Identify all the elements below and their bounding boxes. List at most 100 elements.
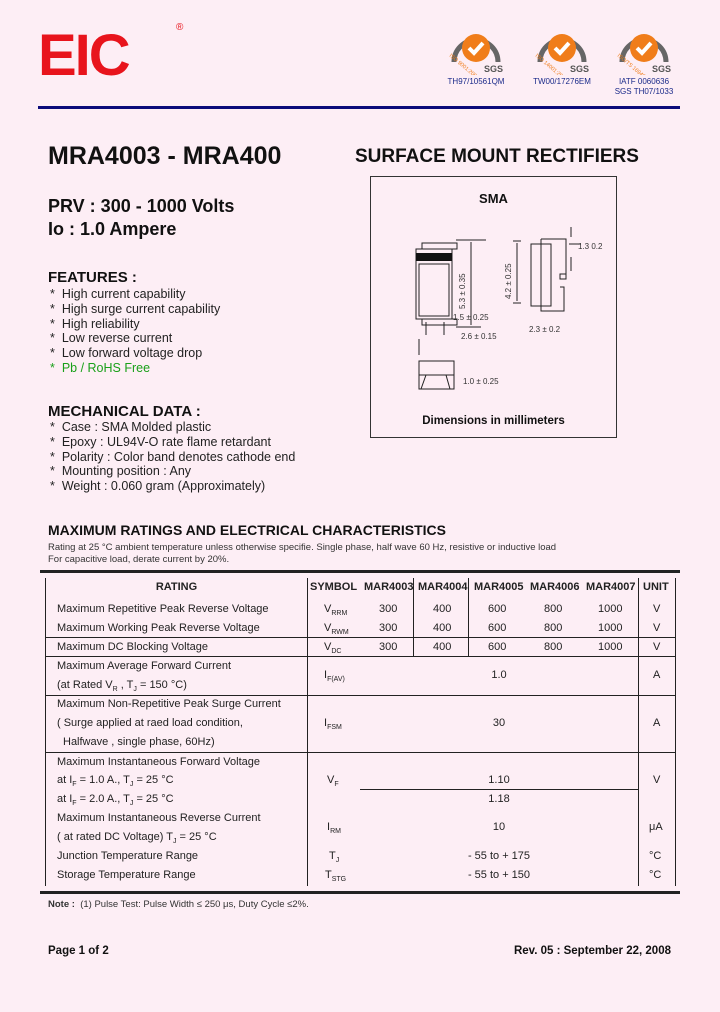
table-rule: [40, 570, 680, 573]
cert-brand: SGS: [570, 64, 589, 74]
cell: Maximum Non-Repetitive Peak Surge Curren…: [57, 698, 281, 710]
cell: 1000: [598, 622, 623, 634]
cell: Maximum DC Blocking Voltage: [57, 641, 209, 653]
eic-logo: EIC: [38, 23, 131, 88]
cell: Maximum Instantaneous Forward Voltage: [57, 756, 260, 768]
cell-unit: °C: [649, 869, 662, 881]
list-item: * Pb / RoHS Free: [50, 360, 151, 375]
cell-unit: °C: [649, 850, 662, 862]
cell-symbol: IRM: [327, 821, 341, 836]
col-mar4007: MAR4007: [586, 581, 636, 593]
cell: Maximum Working Peak Reverse Voltage: [57, 622, 260, 634]
col-symbol: SYMBOL: [310, 581, 358, 593]
page-title: MRA4003 - MRA400: [48, 142, 282, 170]
package-drawing: SMA 5.3 ± 0.35 4.2 ± 0.25 1.3 0.2 1.5 ± …: [370, 176, 617, 438]
list-item: * Mounting position : Any: [50, 464, 192, 479]
table-border: [360, 789, 638, 790]
dim-label: 4.2 ± 0.25: [504, 263, 513, 299]
footnote: Note : (1) Pulse Test: Pulse Width ≤ 250…: [48, 899, 309, 910]
cell: 1000: [598, 603, 623, 615]
table-border: [45, 637, 675, 638]
cell-unit: A: [653, 669, 661, 681]
cert-code-2: SGS TH07/1033: [614, 87, 674, 96]
table-border: [638, 578, 639, 886]
cell-unit: V: [653, 641, 661, 653]
cell: Maximum Repetitive Peak Reverse Voltage: [57, 603, 269, 615]
dim-label: 1.3 0.2: [578, 242, 603, 251]
cell: 800: [544, 622, 563, 634]
features-list: * High current capability * High surge c…: [50, 287, 220, 376]
cell: at IF = 1.0 A., TJ = 25 °C: [57, 774, 174, 789]
cert-brand: SGS: [652, 64, 671, 74]
registered-mark: ®: [176, 22, 184, 33]
ratings-note-2: For capacitive load, derate current by 2…: [48, 554, 230, 565]
cell: 600: [488, 622, 507, 634]
io-rating: Io : 1.0 Ampere: [48, 219, 177, 239]
table-border: [45, 695, 675, 696]
cell-symbol: IF(AV): [324, 669, 345, 684]
cell: (at Rated VR , TJ = 150 °C): [57, 679, 187, 694]
cell-symbol: IFSM: [324, 717, 342, 732]
list-item: * Polarity : Color band denotes cathode …: [50, 449, 296, 464]
cell: 10: [492, 821, 506, 833]
dim-label: 1.0 ± 0.25: [463, 377, 499, 386]
table-border: [45, 656, 675, 657]
cell: 600: [488, 603, 507, 615]
cell: 800: [544, 641, 563, 653]
cert-code: TW00/17276EM: [533, 77, 591, 86]
col-unit: UNIT: [643, 581, 669, 593]
cell: Maximum Instantaneous Reverse Current: [57, 812, 261, 824]
page-subtitle: SURFACE MOUNT RECTIFIERS: [355, 146, 639, 167]
table-rule: [40, 891, 680, 894]
cert-code: IATF 0060636: [618, 77, 670, 86]
cell-symbol: VF: [327, 774, 339, 789]
dim-label: 2.3 ± 0.2: [529, 325, 561, 334]
cell: ( at rated DC Voltage) TJ = 25 °C: [57, 831, 217, 846]
cell: Halfwave , single phase, 60Hz): [63, 736, 215, 748]
cell-unit: V: [653, 622, 661, 634]
cell-unit: A: [653, 717, 661, 729]
list-item: * High reliability: [50, 316, 140, 331]
dim-label: 1.5 ± 0.25: [453, 313, 489, 322]
table-border: [675, 578, 676, 886]
table-border: [307, 578, 308, 886]
cert-code: TH97/10561QM: [447, 77, 505, 86]
ratings-heading: MAXIMUM RATINGS AND ELECTRICAL CHARACTER…: [48, 522, 446, 538]
list-item: * Weight : 0.060 gram (Approximately): [50, 479, 266, 494]
header-rule: [38, 106, 680, 109]
cert-brand: SGS: [484, 64, 503, 74]
cell: 300: [379, 641, 398, 653]
cell: 400: [433, 622, 452, 634]
table-border: [45, 578, 46, 886]
dim-label: 2.6 ± 0.15: [461, 332, 497, 341]
cell: 1000: [598, 641, 623, 653]
dim-label: 5.3 ± 0.35: [458, 273, 467, 309]
cell: 600: [488, 641, 507, 653]
cert-iso9001: ISO 9001:2000 SGS TH97/10561QM: [436, 20, 516, 87]
cell-unit: μA: [649, 821, 663, 833]
sgs-cert-icon: ISO 14001:2004 SGS: [534, 34, 589, 75]
list-item: * High surge current capability: [50, 301, 221, 316]
cell-symbol: VDC: [324, 641, 342, 656]
cell-unit: V: [653, 603, 661, 615]
cell: 800: [544, 603, 563, 615]
list-item: * Low forward voltage drop: [50, 346, 203, 361]
prv-rating: PRV : 300 - 1000 Volts: [48, 196, 235, 216]
list-item: * High current capability: [50, 287, 186, 301]
list-item: * Case : SMA Molded plastic: [50, 420, 212, 434]
col-mar4004: MAR4004: [418, 581, 468, 593]
cell: - 55 to + 175: [467, 850, 531, 862]
cell-symbol: VRWM: [324, 622, 349, 637]
cell: 1.10: [488, 774, 510, 786]
cell: 300: [379, 603, 398, 615]
cell: 300: [379, 622, 398, 634]
table-border: [468, 578, 469, 656]
sgs-cert-icon: ISO/TS 16949 SGS: [616, 34, 671, 75]
col-mar4006: MAR4006: [530, 581, 580, 593]
package-name: SMA: [479, 191, 508, 206]
cell: Junction Temperature Range: [57, 850, 199, 862]
col-rating: RATING: [155, 581, 198, 593]
cell: at IF = 2.0 A., TJ = 25 °C: [57, 793, 174, 808]
sgs-cert-icon: ISO 9001:2000 SGS: [448, 34, 503, 75]
cell-symbol: VRRM: [324, 603, 348, 618]
